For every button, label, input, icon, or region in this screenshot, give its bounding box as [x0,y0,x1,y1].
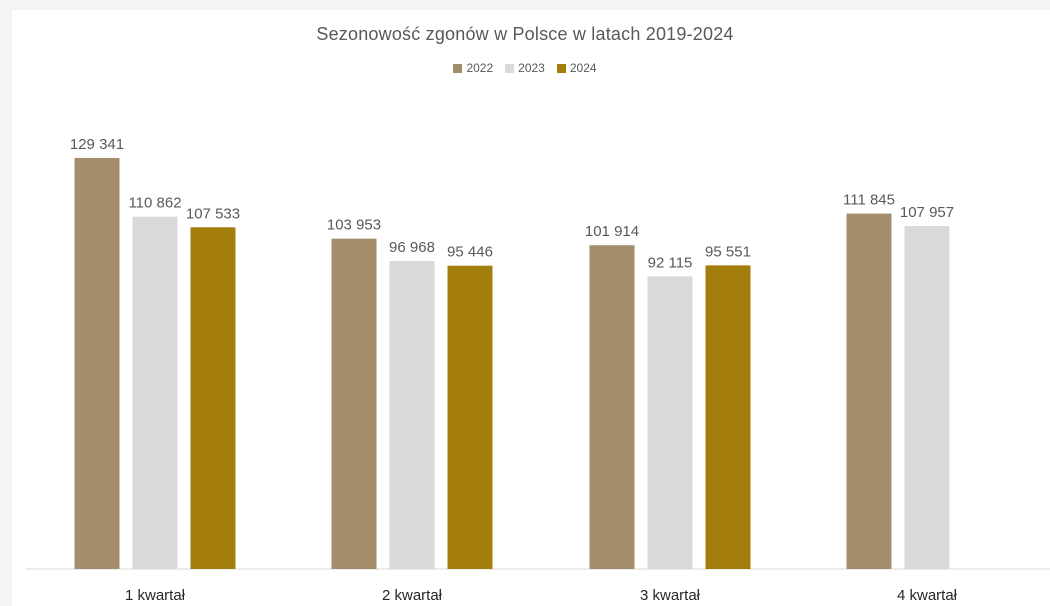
bar-2023-q2 [389,260,435,569]
category-label-q1: 1 kwartał [125,587,186,604]
data-label-2022-q3: 101 914 [585,223,639,240]
bar-2023-q1 [132,216,178,569]
legend-swatch-2023 [505,63,515,73]
data-label-2022-q4: 111 845 [843,192,895,209]
bar-2024-q2 [447,265,493,569]
data-label-2024-q3: 95 551 [705,243,751,260]
data-label-2023-q1: 110 862 [128,195,181,212]
chart-legend: 2022 2023 2024 [0,61,1050,75]
legend-item-2024: 2024 [556,61,597,75]
category-label-q3: 3 kwartał [640,587,701,604]
legend-item-2023: 2023 [505,61,545,75]
data-label-2023-q2: 96 968 [389,239,435,256]
legend-label-2022: 2022 [466,61,494,75]
data-label-2024-q2: 95 446 [447,244,493,261]
bar-2022-q1 [74,158,120,569]
bar-2023-q4 [904,226,950,569]
bar-2023-q3 [647,276,693,569]
bar-2022-q3 [589,245,635,569]
category-label-q4: 4 kwartał [897,587,958,604]
legend-label-2023: 2023 [518,61,545,75]
bar-2022-q4 [846,213,892,569]
chart-title: Sezonowość zgonów w Polsce w latach 2019… [316,24,734,44]
data-label-2022-q1: 129 341 [70,136,124,153]
bar-2024-q1 [190,227,236,570]
category-label-q2: 2 kwartał [382,587,443,604]
bar-2024-q3 [705,265,751,569]
data-label-2023-q4: 107 957 [900,204,954,221]
legend-item-2022: 2022 [453,61,493,75]
data-label-2022-q2: 103 953 [327,217,381,234]
data-label-2024-q1: 107 533 [186,205,240,222]
legend-label-2024: 2024 [569,61,597,75]
data-label-2023-q3: 92 115 [648,254,693,271]
legend-swatch-2022 [453,63,463,73]
bar-2022-q2 [331,238,377,569]
legend-swatch-2024 [556,63,566,73]
